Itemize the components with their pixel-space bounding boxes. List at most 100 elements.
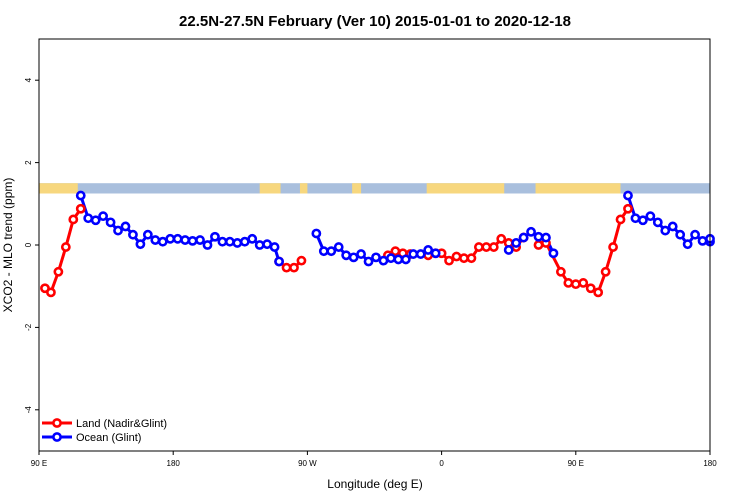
x-tick-label: 180: [167, 459, 181, 468]
data-point-ocean: [172, 233, 183, 244]
data-point-ocean: [187, 235, 198, 246]
data-point-land: [281, 262, 292, 273]
data-point-land: [289, 262, 299, 273]
data-point-ocean: [180, 235, 191, 245]
map-strip-land: [426, 183, 505, 194]
map-strip-land: [39, 183, 78, 194]
data-point-ocean: [526, 226, 536, 237]
series-line-ocean: [79, 195, 281, 262]
data-point-ocean: [311, 228, 322, 239]
data-point-ocean: [333, 242, 344, 252]
x-tick-label: 90 W: [298, 459, 317, 468]
data-point-ocean: [90, 215, 101, 226]
data-point-ocean: [232, 238, 243, 248]
data-point-ocean: [356, 249, 366, 259]
data-point-land: [296, 255, 307, 266]
data-point-ocean: [400, 254, 411, 265]
data-point-land: [585, 283, 596, 294]
data-point-ocean: [239, 236, 250, 247]
map-strip-land: [352, 183, 362, 194]
x-tick-label: 0: [439, 459, 444, 468]
data-point-ocean: [533, 231, 544, 242]
map-strip-land: [259, 183, 281, 194]
data-point-land: [496, 233, 507, 244]
data-point-ocean: [105, 217, 116, 228]
data-point-ocean: [371, 252, 381, 263]
data-point-ocean: [697, 235, 708, 246]
data-point-ocean: [393, 254, 404, 265]
y-tick-label: 2: [24, 160, 33, 165]
data-point-ocean: [511, 238, 522, 248]
data-point-land: [555, 266, 566, 277]
data-point-ocean: [690, 229, 700, 240]
x-tick-label: 90 E: [31, 459, 47, 468]
data-point-ocean: [423, 245, 434, 255]
data-point-ocean: [408, 249, 419, 259]
data-point-land: [459, 253, 469, 264]
chart-title: 22.5N-27.5N February (Ver 10) 2015-01-01…: [179, 13, 571, 30]
data-point-ocean: [348, 252, 359, 263]
data-point-ocean: [630, 213, 641, 224]
data-point-ocean: [165, 233, 176, 244]
y-tick-label: -4: [24, 406, 33, 414]
data-point-ocean: [75, 190, 86, 201]
data-point-land: [481, 242, 492, 252]
data-point-ocean: [541, 232, 551, 243]
x-axis: 90 E 180 90 W 0 90 E 180: [31, 451, 717, 468]
data-point-land: [608, 242, 618, 252]
data-point-ocean: [675, 229, 686, 240]
data-point-ocean: [548, 248, 559, 259]
data-point-land: [570, 279, 581, 290]
data-point-ocean: [247, 233, 258, 244]
data-point-ocean: [120, 221, 131, 232]
data-point-ocean: [430, 248, 441, 259]
data-point-ocean: [415, 249, 426, 259]
data-point-ocean: [378, 255, 389, 266]
data-point-land: [466, 253, 477, 264]
data-point-ocean: [667, 221, 678, 232]
legend-swatch-marker: [52, 418, 62, 428]
data-point-ocean: [326, 246, 337, 257]
data-point-land: [473, 242, 484, 252]
data-point-land: [451, 251, 462, 262]
map-strip-ocean: [39, 183, 710, 194]
data-point-ocean: [202, 240, 213, 250]
data-point-ocean: [503, 245, 514, 255]
data-point-land: [60, 242, 71, 252]
data-point-ocean: [98, 211, 109, 222]
y-tick-label: 0: [24, 242, 33, 247]
data-point-ocean: [224, 236, 235, 247]
map-strip-land: [299, 183, 308, 194]
data-point-ocean: [269, 242, 280, 252]
data-point-ocean: [254, 240, 265, 250]
plot-points: [40, 190, 715, 298]
data-point-land: [615, 214, 626, 225]
data-point-land: [563, 278, 574, 288]
data-point-ocean: [638, 215, 648, 226]
data-point-ocean: [363, 256, 374, 267]
data-point-ocean: [274, 256, 284, 267]
data-point-land: [46, 287, 56, 298]
data-point-ocean: [135, 239, 146, 250]
data-point-ocean: [341, 250, 352, 261]
data-point-land: [600, 266, 611, 277]
legend-label: Land (Nadir&Glint): [76, 418, 167, 430]
data-point-ocean: [682, 239, 693, 250]
y-tick-label: 4: [24, 77, 33, 82]
x-axis-label: Longitude (deg E): [327, 477, 422, 491]
x-tick-label: 90 E: [568, 459, 584, 468]
data-point-ocean: [660, 225, 671, 236]
data-point-ocean: [150, 235, 161, 245]
y-axis-label: XCO2 - MLO trend (ppm): [1, 178, 15, 313]
y-tick-label: -2: [24, 323, 33, 331]
legend-swatch-marker: [52, 432, 62, 442]
data-point-ocean: [645, 211, 656, 222]
data-point-ocean: [318, 246, 329, 257]
data-point-ocean: [157, 236, 168, 247]
data-point-land: [53, 266, 64, 277]
data-point-land: [75, 203, 86, 214]
legend-label: Ocean (Glint): [76, 432, 141, 444]
data-point-ocean: [386, 253, 396, 264]
data-point-ocean: [113, 225, 123, 236]
